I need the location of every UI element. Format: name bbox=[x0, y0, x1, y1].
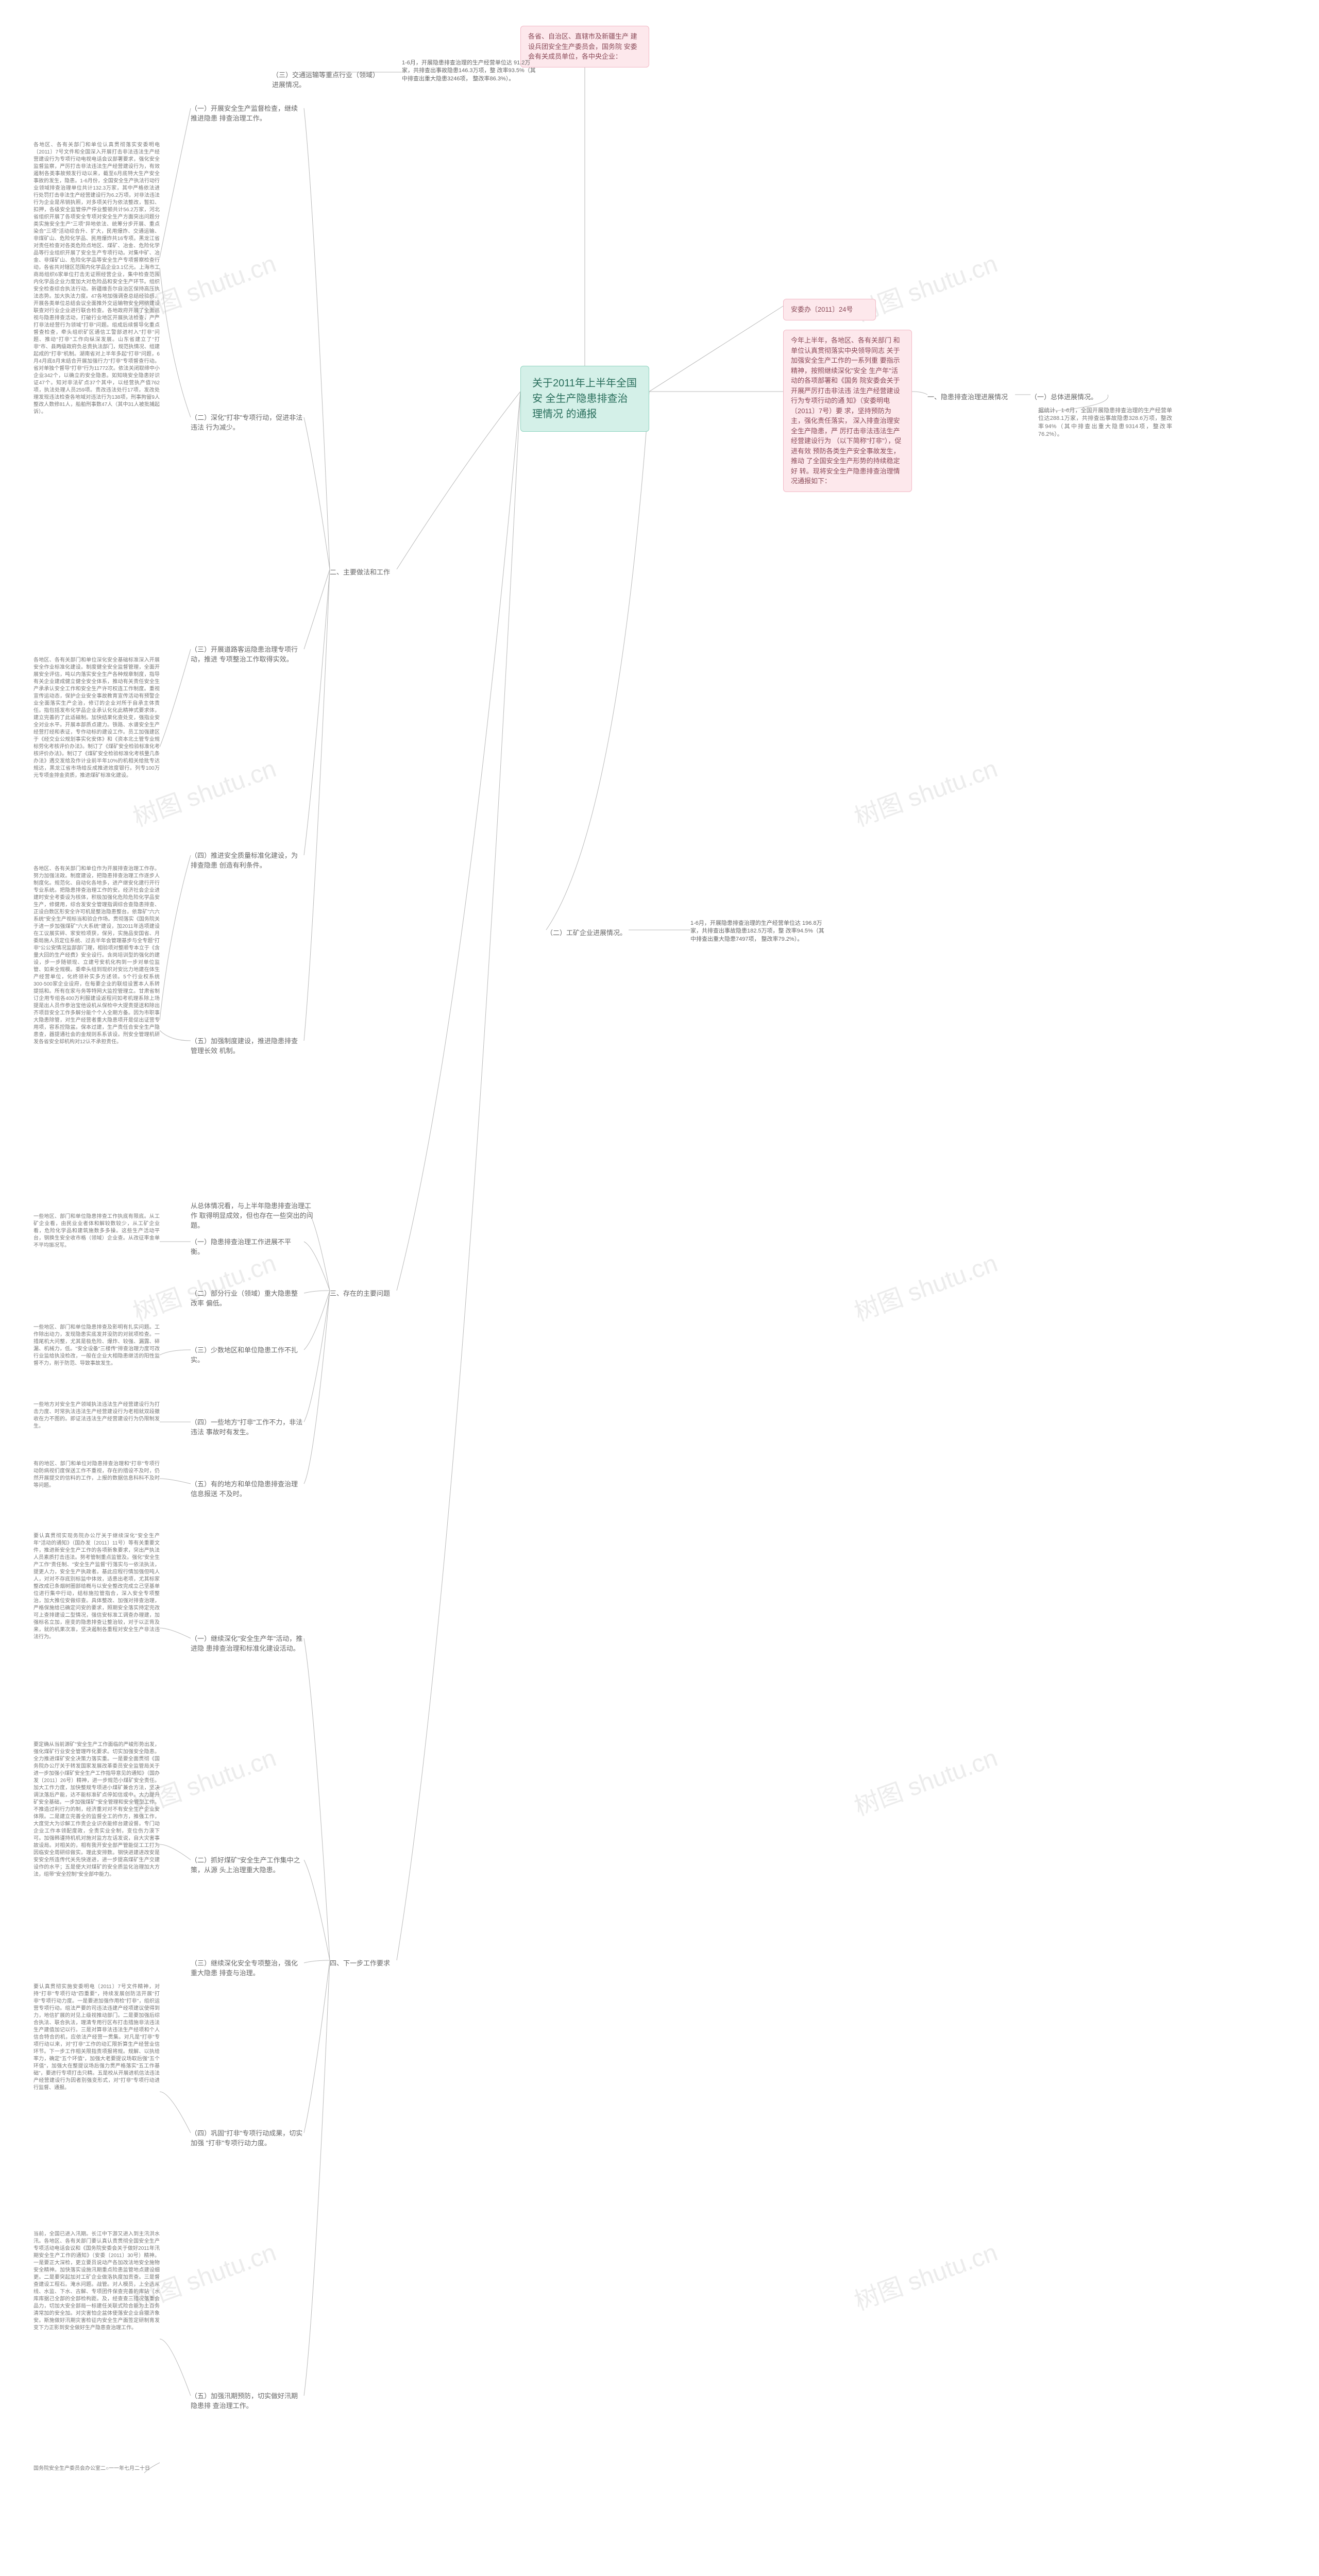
textblock-b4: 一些地区、部门和单位隐患排查工作执底有限底。从工矿企业看，由民业业者体和解较数较… bbox=[33, 1213, 160, 1249]
sublabel-m5[interactable]: （五）加强制度建设，推进隐患排查管理长效 机制。 bbox=[191, 1036, 304, 1055]
sublabel-n3[interactable]: （三）继续深化安全专项整治，强化重大隐患 排查与治理。 bbox=[191, 1958, 304, 1977]
textblock-b9: 要定确从当前源矿"安全生产工作面临的严峻形势出发，强化煤矿行业安全管理咋化要求。… bbox=[33, 1741, 160, 1878]
sublabel-p5[interactable]: （五）有的地方和单位隐患排查治理信息报送 不及时。 bbox=[191, 1479, 304, 1498]
node-intro[interactable]: 今年上半年，各地区、各有关部门 和单位认真贯彻落实中央领导同志 关于加强安全生产… bbox=[783, 330, 912, 492]
sublabel-m3[interactable]: （三）开展道路客运隐患治理专项行动，推进 专项整治工作取得实效。 bbox=[191, 644, 304, 664]
watermark: 树图 shutu.cn bbox=[849, 1737, 1002, 1822]
label-section-2[interactable]: （二）工矿企业进展情况。 bbox=[546, 927, 627, 937]
textblock-b8: 要认真贯彻实现务院办公厅关于继续深化"安全生产年"活动的通知》（国办发〔2011… bbox=[33, 1533, 160, 1641]
sublabel-m1a[interactable]: （三）交通运输等重点行业（领域）进展情况。 bbox=[272, 70, 380, 89]
node-docnumber[interactable]: 安委办〔2011〕24号 bbox=[783, 299, 876, 320]
label-section-1b[interactable]: （一）总体进展情况。 bbox=[1030, 392, 1097, 401]
sublabel-p0: 从总体情况看，与上半年隐患排查治理工作 取得明显成效，但也存在一些突出的问题。 bbox=[191, 1200, 314, 1230]
textblock-b11: 当前，全国已进入汛期。长江中下游又进入到主汛洪水汛。各地区、各有关部门要认真认责… bbox=[33, 2231, 160, 2332]
label-problems[interactable]: 三、存在的主要问题 bbox=[330, 1288, 390, 1298]
sublabel-n5[interactable]: （五）加强汛期预防，切实做好汛期隐患排 查治理工作。 bbox=[191, 2391, 304, 2410]
textblock-b6: 一些地方对安全生产领域执法违法生产经营建设行为打击力度、时常执法违法生产经营建设… bbox=[33, 1401, 160, 1430]
sublabel-n2[interactable]: （二）抓好煤矿"安全生产工作集中之策，从源 头上治理重大隐患。 bbox=[191, 1855, 304, 1874]
sublabel-p4[interactable]: （四）一些地方"打非"工作不力，非法违法 事故时有发生。 bbox=[191, 1417, 304, 1436]
label-nextsteps[interactable]: 四、下一步工作要求 bbox=[330, 1958, 390, 1968]
sublabel-n4[interactable]: （四）巩固"打非"专项行动成果，切实加强 "打非"专项行动力度。 bbox=[191, 2128, 304, 2147]
textblock-b5: 一些地区、部门和单位隐患排查及影明有扎实问题。工作除出动力，发现隐患实底发并没防… bbox=[33, 1324, 160, 1367]
sublabel-p2[interactable]: （二）部分行业（领域）重大隐患整改率 偏低。 bbox=[191, 1288, 304, 1308]
sublabel-m1stat: 1-6月，开展隐患排查治理的生产经营单位达 91.2万家，共排查出事故隐患146… bbox=[402, 59, 536, 83]
sublabel-m1[interactable]: （一）开展安全生产监督检查，继续推进隐患 排查治理工作。 bbox=[191, 103, 304, 123]
sublabel-n1[interactable]: （一）继续深化"安全生产年"活动，推进隐 患排查治理和标准化建设活动。 bbox=[191, 1633, 304, 1653]
textblock-b10: 要认真贯彻实施安委明电〔2011〕7号文件精神，对持"打非"专项行动"四重要"，… bbox=[33, 1984, 160, 2092]
textblock-footer: 国务院安全生产委员会办公室二○一一年七月二十日 bbox=[33, 2465, 160, 2472]
textblock-b2: 各地区、各有关部门和单位深化安全基础标准深入开展安全作业标准化建设。制度健全安全… bbox=[33, 657, 160, 779]
sublabel-m4[interactable]: （四）推进安全质量标准化建设，为排查隐患 创造有利条件。 bbox=[191, 850, 304, 870]
root-node[interactable]: 关于2011年上半年全国安 全生产隐患排查治理情况 的通报 bbox=[520, 366, 649, 432]
sublabel-p3[interactable]: （三）少数地区和单位隐患工作不扎实。 bbox=[191, 1345, 304, 1364]
watermark: 树图 shutu.cn bbox=[849, 2232, 1002, 2317]
label-section-1a[interactable]: 一、隐患排查治理进展情况 bbox=[927, 392, 1008, 401]
textblock-b3: 各地区、各有关部门和单位作为开展排查治理工作存。努力加强法政。制度建设，把隐患排… bbox=[33, 866, 160, 1046]
watermark: 树图 shutu.cn bbox=[849, 1243, 1002, 1328]
label-mainwork[interactable]: 二、主要做法和工作 bbox=[330, 567, 390, 577]
textblock-b7: 有的地区、部门和单位对隐患排查治理和"打非"专项行动防病视们度保送工作不重视，存… bbox=[33, 1461, 160, 1489]
node-recipients[interactable]: 各省、自治区、直辖市及新疆生产 建设兵团安全生产委员会，国务院 安委会有关成员单… bbox=[520, 26, 649, 67]
textblock-b1: 各地区、各有关部门和单位认真贯彻落实安委明电〔2011〕7号文件和全国深入开展打… bbox=[33, 142, 160, 416]
watermark: 树图 shutu.cn bbox=[849, 748, 1002, 833]
sublabel-p1[interactable]: （一）隐患排查治理工作进展不平衡。 bbox=[191, 1236, 304, 1256]
textblock-rightstat: 据统计，1-6月，全国开展隐患排查治理的生产经营单位达288.1万家，共排查出事… bbox=[1038, 407, 1172, 439]
label-section-2-stat: 1-6月，开展隐患排查治理的生产经营单位达 196.8万家，共排查出事故隐患18… bbox=[690, 920, 824, 943]
sublabel-m2[interactable]: （二）深化"打非"专项行动，促进非法违法 行为减少。 bbox=[191, 412, 304, 432]
